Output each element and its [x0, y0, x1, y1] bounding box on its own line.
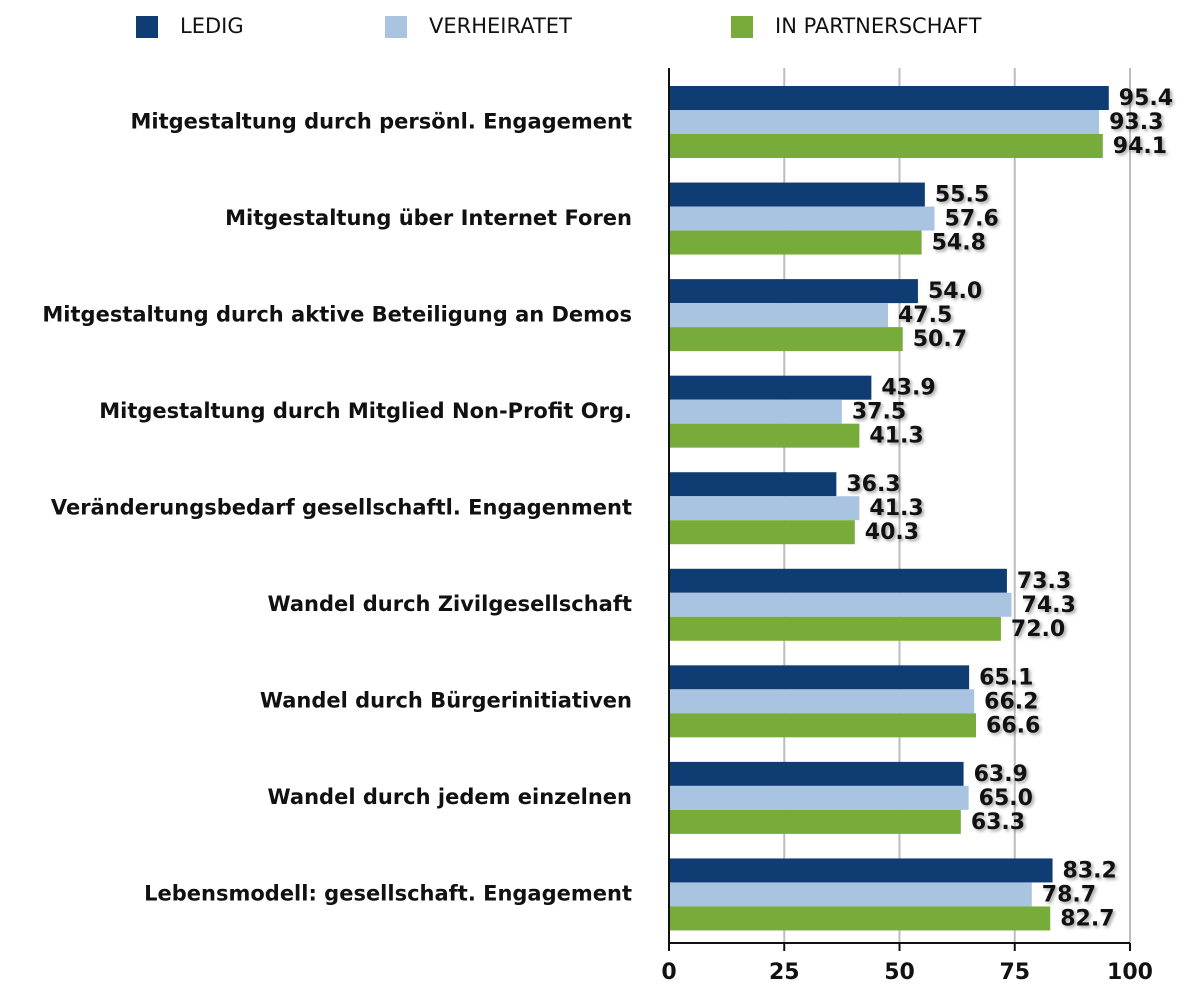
category-label: Wandel durch Bürgerinitiativen [260, 689, 632, 713]
bar [669, 713, 977, 738]
value-label: 37.5 [852, 400, 906, 425]
legend-swatch [136, 16, 158, 38]
value-label: 50.7 [913, 327, 967, 352]
legend-swatch [731, 16, 753, 38]
value-label: 66.2 [984, 689, 1038, 714]
x-tick-label: 25 [769, 960, 800, 985]
category-label: Mitgestaltung durch persönl. Engagement [130, 109, 632, 133]
value-label: 43.9 [881, 376, 935, 401]
bar [669, 110, 1100, 134]
category-label: Mitgestaltung durch Mitglied Non-Profit … [99, 399, 632, 423]
category-label: Wandel durch jedem einzelnen [268, 785, 632, 809]
category-label: Lebensmodell: gesellschaft. Engagement [144, 882, 632, 906]
value-label: 73.3 [1017, 569, 1071, 594]
x-tick-label: 50 [884, 960, 915, 985]
value-label: 47.5 [898, 303, 952, 328]
value-label: 65.0 [979, 786, 1033, 811]
value-label: 83.2 [1063, 858, 1117, 883]
bar [669, 520, 855, 545]
bar [669, 665, 970, 690]
value-label: 78.7 [1042, 882, 1096, 907]
value-label: 54.0 [928, 279, 982, 304]
value-label: 65.1 [979, 665, 1033, 690]
bar [669, 86, 1109, 110]
bar [669, 303, 888, 328]
legend-label: IN PARTNERSCHAFT [775, 14, 982, 38]
bar [669, 327, 903, 352]
bar [669, 279, 918, 304]
legend-swatch [385, 16, 407, 38]
bar [669, 689, 975, 714]
bar [669, 399, 842, 424]
bar [669, 375, 872, 400]
x-tick-label: 0 [661, 960, 676, 985]
legend-label: VERHEIRATET [429, 14, 572, 38]
bar [669, 592, 1012, 617]
bar [669, 423, 860, 448]
bar [669, 206, 935, 231]
bar [669, 785, 969, 810]
bar [669, 882, 1032, 907]
value-label: 93.3 [1109, 110, 1163, 135]
category-label: Mitgestaltung über Internet Foren [225, 206, 632, 230]
category-label: Wandel durch Zivilgesellschaft [267, 592, 632, 616]
x-tick-label: 100 [1107, 960, 1153, 985]
value-label: 41.3 [869, 424, 923, 449]
bar [669, 906, 1051, 931]
bar [669, 568, 1007, 593]
bar [669, 182, 925, 207]
category-label: Mitgestaltung durch aktive Beteiligung a… [42, 302, 632, 326]
bar [669, 496, 860, 521]
bar [669, 809, 961, 834]
value-label: 66.6 [986, 713, 1040, 738]
value-label: 63.9 [974, 762, 1028, 787]
legend-label: LEDIG [180, 14, 244, 38]
value-label: 57.6 [945, 207, 999, 232]
bar [669, 616, 1001, 641]
value-label: 55.5 [935, 183, 989, 208]
value-label: 72.0 [1011, 617, 1065, 642]
value-label: 74.3 [1022, 593, 1076, 618]
value-label: 82.7 [1060, 906, 1114, 931]
bar [669, 858, 1053, 883]
value-label: 54.8 [932, 231, 986, 256]
value-label: 94.1 [1113, 134, 1167, 159]
value-label: 41.3 [869, 496, 923, 521]
bar [669, 230, 922, 255]
bar [669, 134, 1103, 158]
value-label: 95.4 [1119, 86, 1173, 111]
bar [669, 472, 837, 497]
value-label: 40.3 [865, 520, 919, 545]
value-label: 63.3 [971, 810, 1025, 835]
bar [669, 761, 964, 786]
x-tick-label: 75 [999, 960, 1030, 985]
category-label: Veränderungsbedarf gesellschaftl. Engage… [51, 496, 632, 520]
value-label: 36.3 [846, 472, 900, 497]
